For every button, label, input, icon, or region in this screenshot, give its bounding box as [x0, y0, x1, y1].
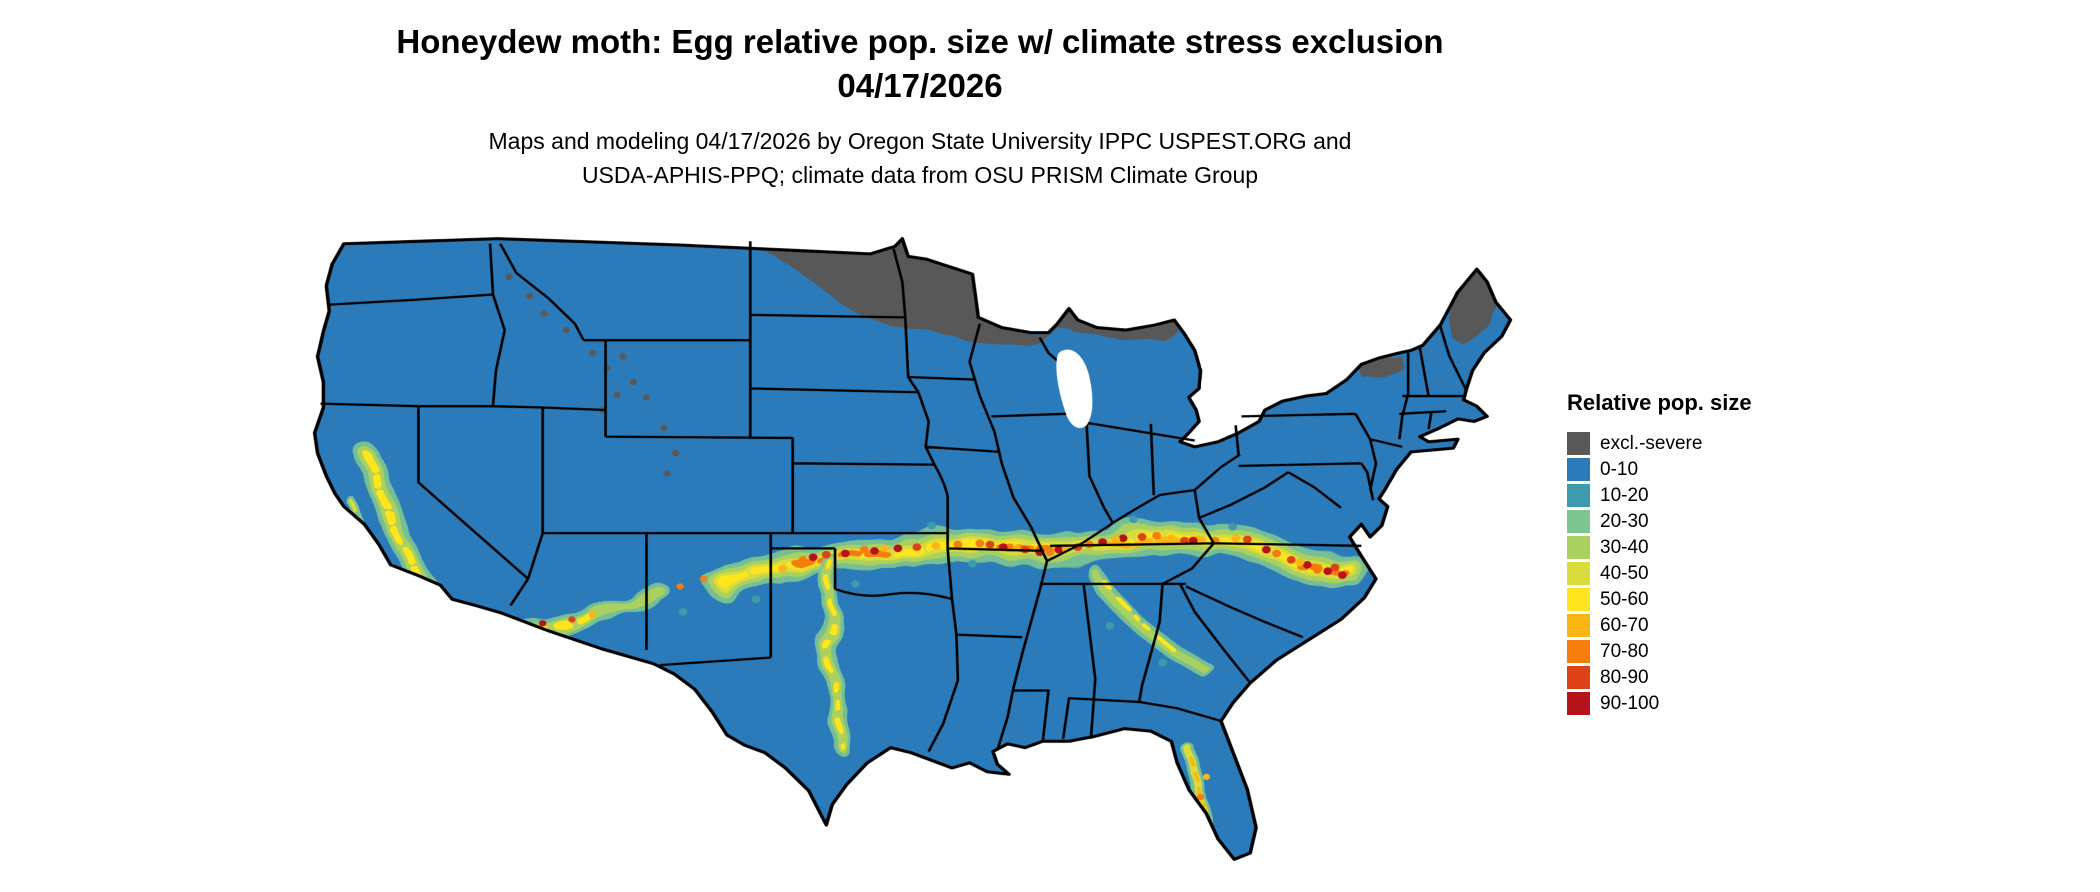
legend-item-label: 40-50	[1600, 562, 1649, 584]
legend-title: Relative pop. size	[1567, 390, 1752, 415]
legend-item-label: excl.-severe	[1600, 432, 1703, 454]
map-subtitle-line2: USDA-APHIS-PPQ; climate data from OSU PR…	[581, 162, 1259, 188]
legend-items: excl.-severe 0-10 10-20 20-30 30-40 40-5…	[1567, 430, 1867, 716]
legend-row: 50-60	[1567, 586, 1867, 612]
us-map-svg	[312, 237, 1513, 861]
legend-row: excl.-severe	[1567, 430, 1867, 456]
legend-row: 80-90	[1567, 664, 1867, 690]
map-title-date: 04/17/2026	[837, 67, 1003, 104]
us-map	[300, 226, 1528, 886]
legend-row: 10-20	[1567, 482, 1867, 508]
legend-row: 40-50	[1567, 560, 1867, 586]
lake-michigan	[1056, 349, 1093, 429]
legend: Relative pop. size excl.-severe 0-10 10-…	[1567, 390, 1867, 716]
legend-swatch	[1567, 561, 1590, 585]
legend-swatch	[1567, 613, 1590, 637]
legend-item-label: 80-90	[1600, 666, 1649, 688]
legend-swatch	[1567, 509, 1590, 533]
legend-swatch	[1567, 483, 1590, 507]
legend-row: 20-30	[1567, 508, 1867, 534]
legend-row: 90-100	[1567, 690, 1867, 716]
legend-row: 70-80	[1567, 638, 1867, 664]
legend-row: 30-40	[1567, 534, 1867, 560]
map-subtitle-line1: Maps and modeling 04/17/2026 by Oregon S…	[488, 128, 1352, 154]
state-borders	[320, 241, 1468, 752]
legend-swatch	[1567, 691, 1590, 715]
legend-item-label: 0-10	[1600, 458, 1639, 480]
legend-row: 0-10	[1567, 456, 1867, 482]
legend-item-label: 10-20	[1600, 484, 1649, 506]
legend-item-label: 60-70	[1600, 614, 1649, 636]
map-title: Honeydew moth: Egg relative pop. size w/…	[0, 20, 1840, 108]
legend-row: 60-70	[1567, 612, 1867, 638]
excluded-region-overlay	[756, 238, 1496, 378]
legend-item-label: 30-40	[1600, 536, 1649, 558]
legend-swatch	[1567, 431, 1590, 455]
us-outline	[312, 237, 1513, 861]
legend-item-label: 90-100	[1600, 692, 1660, 714]
legend-item-label: 70-80	[1600, 640, 1649, 662]
legend-swatch	[1567, 639, 1590, 663]
map-subtitle: Maps and modeling 04/17/2026 by Oregon S…	[0, 124, 1840, 192]
legend-swatch	[1567, 665, 1590, 689]
legend-item-label: 20-30	[1600, 510, 1649, 532]
legend-swatch	[1567, 535, 1590, 559]
excluded-mountain-pixels	[505, 273, 680, 477]
legend-swatch	[1567, 457, 1590, 481]
legend-item-label: 50-60	[1600, 588, 1649, 610]
legend-swatch	[1567, 587, 1590, 611]
map-title-line1: Honeydew moth: Egg relative pop. size w/…	[396, 23, 1444, 60]
